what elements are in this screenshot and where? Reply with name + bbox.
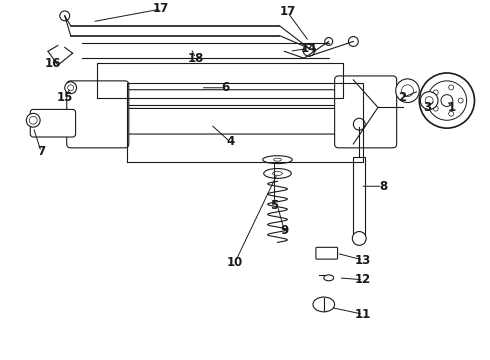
Circle shape (419, 73, 474, 128)
Ellipse shape (263, 156, 292, 163)
Circle shape (352, 231, 366, 246)
Text: 3: 3 (423, 101, 431, 114)
Circle shape (65, 82, 76, 94)
Circle shape (348, 37, 358, 46)
Circle shape (425, 96, 433, 104)
Text: 5: 5 (270, 199, 279, 212)
Ellipse shape (324, 275, 334, 281)
Circle shape (353, 118, 365, 130)
Ellipse shape (272, 171, 282, 175)
Circle shape (449, 111, 454, 116)
Circle shape (433, 106, 438, 111)
Text: 17: 17 (279, 5, 295, 18)
Text: 16: 16 (45, 57, 61, 69)
Ellipse shape (273, 158, 281, 161)
Bar (353, 157, 365, 235)
FancyBboxPatch shape (76, 90, 354, 105)
Circle shape (325, 37, 333, 45)
FancyBboxPatch shape (30, 109, 75, 137)
Ellipse shape (313, 297, 335, 312)
Text: 13: 13 (355, 253, 371, 267)
Circle shape (26, 113, 40, 127)
Text: 7: 7 (37, 145, 45, 158)
Circle shape (303, 44, 315, 56)
Text: 14: 14 (301, 42, 317, 55)
Text: 17: 17 (153, 3, 170, 15)
Text: 1: 1 (448, 101, 456, 114)
Circle shape (449, 85, 454, 90)
FancyBboxPatch shape (316, 247, 338, 259)
Circle shape (458, 98, 463, 103)
Text: 9: 9 (280, 224, 289, 237)
Circle shape (396, 79, 419, 103)
Circle shape (60, 11, 70, 21)
FancyBboxPatch shape (335, 76, 397, 148)
FancyBboxPatch shape (67, 81, 129, 148)
Text: 11: 11 (355, 308, 371, 321)
Text: 4: 4 (226, 135, 234, 148)
Circle shape (29, 116, 37, 124)
Text: 8: 8 (379, 180, 387, 193)
Circle shape (441, 95, 453, 107)
Ellipse shape (264, 168, 291, 178)
Text: 10: 10 (227, 256, 243, 269)
Circle shape (427, 81, 466, 120)
Text: 18: 18 (188, 52, 204, 65)
FancyBboxPatch shape (75, 108, 355, 134)
Text: 15: 15 (56, 91, 73, 104)
Text: 12: 12 (355, 273, 371, 286)
Text: 6: 6 (221, 81, 229, 94)
Circle shape (433, 90, 438, 95)
Circle shape (420, 92, 438, 109)
Text: 2: 2 (398, 91, 407, 104)
Circle shape (402, 85, 414, 96)
Circle shape (68, 85, 74, 91)
